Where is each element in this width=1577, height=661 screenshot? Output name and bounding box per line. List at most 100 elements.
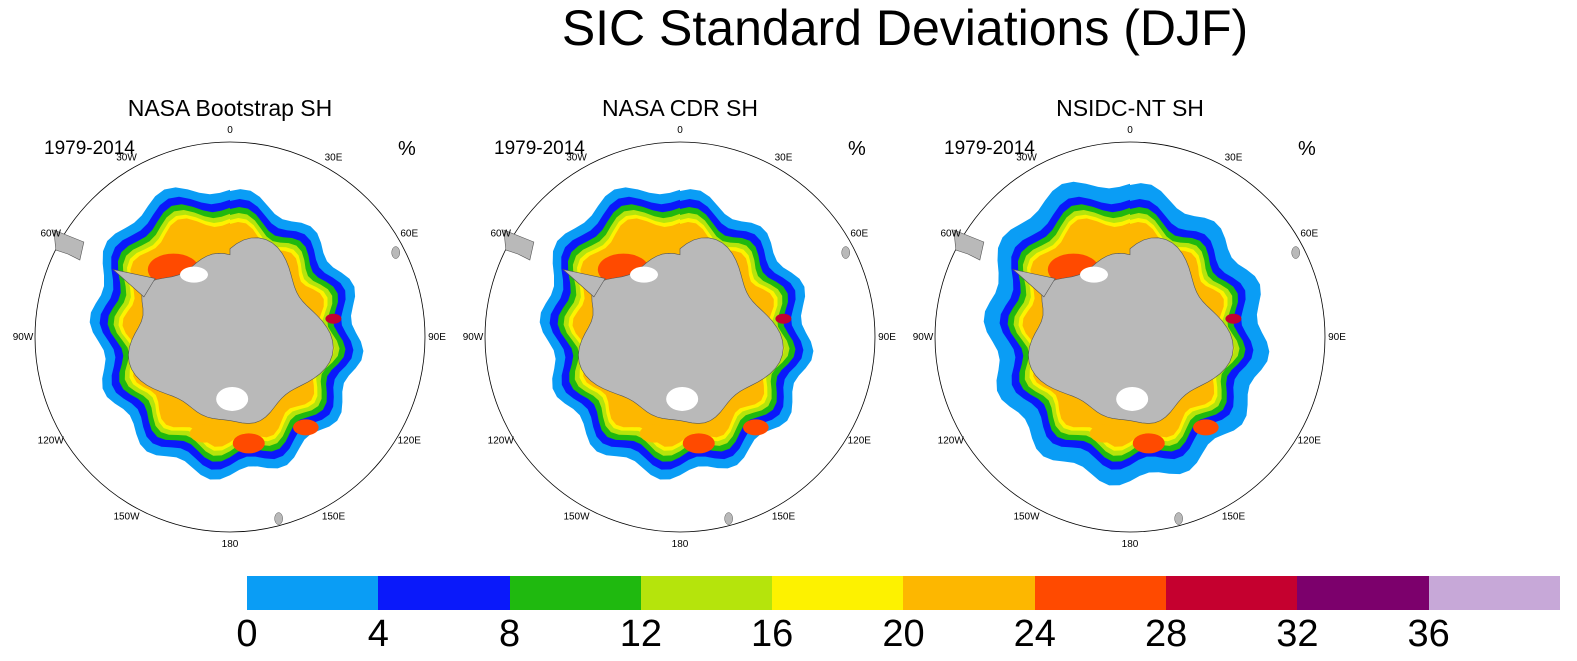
ross-ice-shelf (1116, 386, 1149, 411)
panel-title: NASA Bootstrap SH (127, 95, 333, 121)
ross-ice-shelf (216, 386, 249, 411)
island (841, 246, 850, 259)
colorbar-tick-label: 36 (1407, 613, 1450, 655)
longitude-label: 180 (1122, 539, 1139, 550)
longitude-label: 90W (13, 332, 34, 343)
ronne-ice-shelf (1080, 266, 1108, 283)
longitude-label: 180 (222, 539, 239, 550)
longitude-label: 120W (488, 436, 515, 447)
antarctic-peninsula (562, 268, 606, 298)
longitude-label: 120E (1298, 436, 1322, 447)
colorbar-segment (509, 576, 641, 610)
sic-variance-patch (1193, 419, 1219, 436)
longitude-label: 30E (325, 153, 343, 164)
colorbar-segment (640, 576, 773, 610)
sic-variance-patch (1132, 433, 1165, 454)
sic-variance-patch (325, 313, 342, 324)
colorbar-segment (772, 576, 904, 610)
unit-label: % (848, 138, 866, 160)
sic-variance-patch (1225, 313, 1242, 324)
longitude-label: 30W (116, 153, 137, 164)
island (274, 512, 283, 525)
longitude-label: 150W (113, 511, 140, 522)
ross-ice-shelf (666, 386, 699, 411)
colorbar-segment (378, 576, 510, 610)
longitude-label: 30E (1225, 153, 1243, 164)
longitude-label: 60E (1300, 229, 1318, 240)
longitude-label: 120W (938, 436, 965, 447)
longitude-label: 60W (40, 229, 61, 240)
colorbar-tick-label: 8 (499, 613, 521, 655)
longitude-label: 150W (563, 511, 590, 522)
sic-variance-patch (743, 419, 769, 436)
colorbar-segment (1034, 576, 1167, 610)
colorbar-segment (1428, 576, 1560, 610)
longitude-label: 0 (1127, 125, 1133, 136)
longitude-label: 60W (940, 229, 961, 240)
colorbar-segment (1297, 576, 1429, 610)
longitude-label: 150E (322, 511, 346, 522)
sic-variance-patch (293, 419, 319, 436)
sic-variance-patch (639, 424, 669, 443)
ronne-ice-shelf (180, 266, 208, 283)
longitude-label: 30E (775, 153, 793, 164)
colorbar-tick-label: 12 (619, 613, 663, 655)
longitude-label: 30W (1016, 153, 1037, 164)
south-america-tip (953, 229, 985, 261)
longitude-label: 60E (850, 229, 868, 240)
antarctic-peninsula (112, 268, 156, 298)
longitude-label: 120W (38, 436, 65, 447)
colorbar-tick-label: 28 (1144, 613, 1188, 655)
colorbar-tick-label: 32 (1276, 613, 1319, 655)
panel-title: NASA CDR SH (602, 95, 758, 121)
longitude-label: 150E (772, 511, 796, 522)
longitude-label: 90E (878, 332, 896, 343)
sic-variance-patch (189, 424, 219, 443)
longitude-label: 150E (1222, 511, 1246, 522)
colorbar-tick-label: 0 (236, 613, 258, 655)
longitude-label: 90E (1328, 332, 1346, 343)
colorbar (247, 576, 1560, 610)
map-panel-bootstrap: NASA Bootstrap SH 1979-2014 % 0 30E 60E 90E… (10, 92, 450, 552)
antarctic-peninsula (1012, 268, 1056, 298)
longitude-label: 60W (490, 229, 511, 240)
longitude-label: 180 (672, 539, 689, 550)
longitude-label: 0 (677, 125, 683, 136)
period-label: 1979-2014 (44, 138, 135, 159)
island (1174, 512, 1183, 525)
south-america-tip (53, 229, 85, 261)
colorbar-ticks: 0 4 8 12 16 20 24 28 32 36 (0, 612, 1577, 658)
unit-label: % (1298, 138, 1316, 160)
colorbar-tick-label: 4 (367, 613, 389, 655)
period-label: 1979-2014 (944, 138, 1035, 159)
polar-map: 0 30E 60E 90E 120E 150E 180 150W 120W 90W 60W 30W (13, 125, 447, 550)
sic-variance-patch (682, 433, 715, 454)
colorbar-segment (1166, 576, 1298, 610)
longitude-label: 30W (566, 153, 587, 164)
map-panel-cdr: NASA CDR SH 1979-2014 % 0 30E 60E 90E 120E 15… (460, 92, 900, 552)
island (391, 246, 400, 259)
colorbar-segment (903, 576, 1035, 610)
map-panel-nsidc-nt: NSIDC-NT SH 1979-2014 % 0 30E 60E 90E 120E 15… (910, 92, 1350, 552)
longitude-label: 120E (848, 436, 872, 447)
longitude-label: 120E (398, 436, 422, 447)
colorbar-tick-label: 16 (751, 613, 794, 655)
figure-title: SIC Standard Deviations (DJF) (561, 0, 1249, 56)
longitude-label: 90E (428, 332, 446, 343)
longitude-label: 60E (400, 229, 418, 240)
colorbar-tick-label: 24 (1013, 613, 1056, 655)
period-label: 1979-2014 (494, 138, 585, 159)
polar-map: 0 30E 60E 90E 120E 150E 180 150W 120W 90W 60W 30W (463, 125, 897, 550)
south-america-tip (503, 229, 535, 261)
polar-map: 0 30E 60E 90E 120E 150E 180 150W 120W 90W 60W 30W (913, 125, 1347, 550)
colorbar-tick-label: 20 (882, 613, 925, 655)
longitude-label: 90W (463, 332, 484, 343)
island (724, 512, 733, 525)
ronne-ice-shelf (630, 266, 658, 283)
panel-title: NSIDC-NT SH (1056, 95, 1204, 121)
longitude-label: 0 (227, 125, 233, 136)
sic-variance-patch (775, 313, 792, 324)
longitude-label: 150W (1013, 511, 1040, 522)
colorbar-segment (247, 576, 379, 610)
unit-label: % (398, 138, 416, 160)
